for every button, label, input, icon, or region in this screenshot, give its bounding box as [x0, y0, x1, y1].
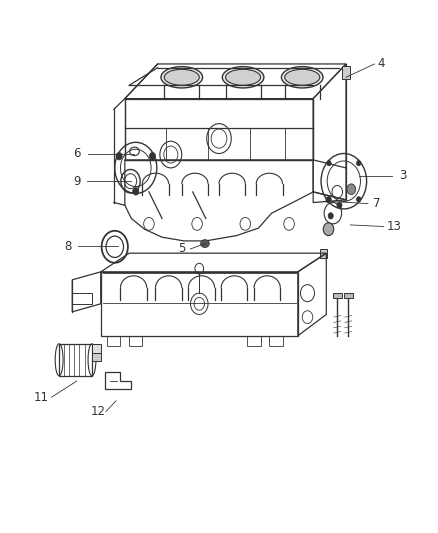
Text: 13: 13 — [387, 220, 402, 233]
Circle shape — [337, 202, 342, 208]
Text: 11: 11 — [34, 391, 49, 403]
Polygon shape — [92, 353, 101, 361]
Polygon shape — [333, 293, 342, 298]
Text: 3: 3 — [399, 169, 406, 182]
Text: 8: 8 — [64, 240, 71, 253]
Polygon shape — [342, 66, 350, 79]
Circle shape — [357, 197, 361, 202]
Polygon shape — [92, 344, 101, 353]
Ellipse shape — [226, 69, 261, 85]
Text: 6: 6 — [73, 147, 81, 160]
Circle shape — [357, 160, 361, 166]
Ellipse shape — [281, 67, 323, 88]
Polygon shape — [344, 293, 353, 298]
Text: 4: 4 — [377, 58, 385, 70]
Circle shape — [327, 160, 331, 166]
FancyBboxPatch shape — [320, 249, 327, 258]
Text: 9: 9 — [73, 175, 81, 188]
Circle shape — [133, 188, 139, 195]
Text: 7: 7 — [373, 197, 381, 210]
Ellipse shape — [164, 69, 199, 85]
Text: 12: 12 — [91, 405, 106, 418]
Text: 5: 5 — [178, 243, 185, 255]
Ellipse shape — [285, 69, 320, 85]
Ellipse shape — [161, 67, 202, 88]
Circle shape — [347, 184, 356, 195]
Circle shape — [116, 152, 122, 160]
Circle shape — [149, 152, 155, 160]
Ellipse shape — [201, 239, 209, 247]
Circle shape — [323, 223, 334, 236]
Circle shape — [326, 197, 331, 203]
Circle shape — [327, 197, 331, 202]
Circle shape — [328, 213, 333, 219]
Ellipse shape — [223, 67, 264, 88]
